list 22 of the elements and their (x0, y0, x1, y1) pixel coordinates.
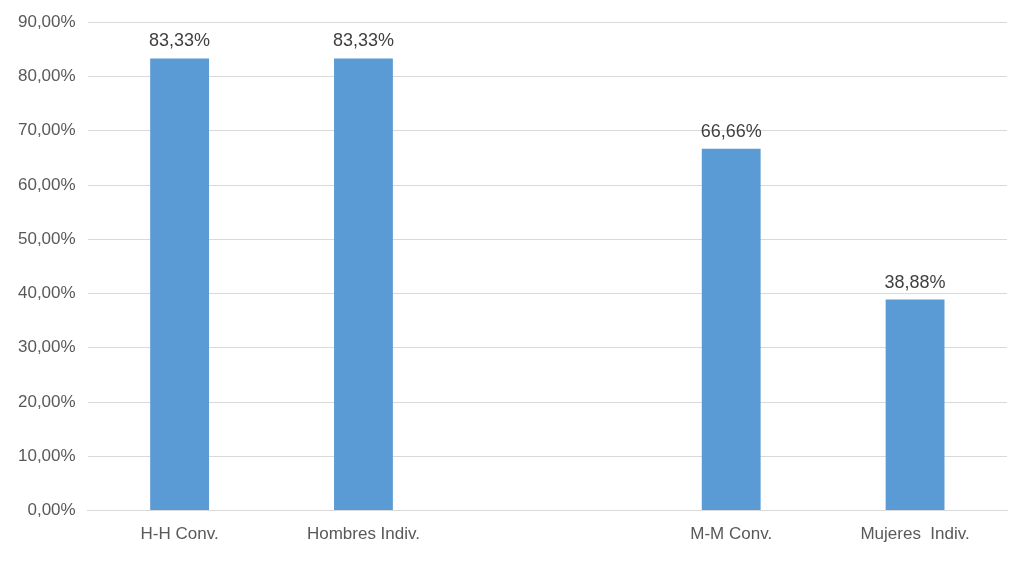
x-tick-label: Mujeres Indiv. (860, 524, 970, 544)
y-tick-label: 10,00% (17, 446, 76, 466)
y-tick-label: 0,00% (27, 500, 76, 520)
data-label: 83,33% (149, 30, 211, 51)
bar (150, 58, 210, 511)
data-label: 83,33% (332, 30, 394, 51)
x-tick-label: Hombres Indiv. (306, 524, 420, 544)
x-tick-label: H-H Conv. (140, 524, 219, 544)
data-label: 66,66% (700, 120, 762, 141)
bar (334, 58, 393, 511)
y-tick-label: 70,00% (17, 120, 76, 140)
x-tick-label: M-M Conv. (690, 524, 773, 544)
bar (701, 148, 761, 511)
y-tick-label: 60,00% (17, 174, 76, 194)
y-tick-label: 40,00% (17, 283, 76, 303)
y-tick-label: 80,00% (17, 66, 76, 86)
y-tick-label: 90,00% (17, 11, 76, 31)
y-tick-label: 50,00% (17, 228, 76, 248)
bar (885, 299, 945, 511)
data-label: 38,88% (884, 271, 946, 292)
y-tick-label: 20,00% (17, 391, 76, 411)
y-tick-label: 30,00% (17, 337, 76, 357)
